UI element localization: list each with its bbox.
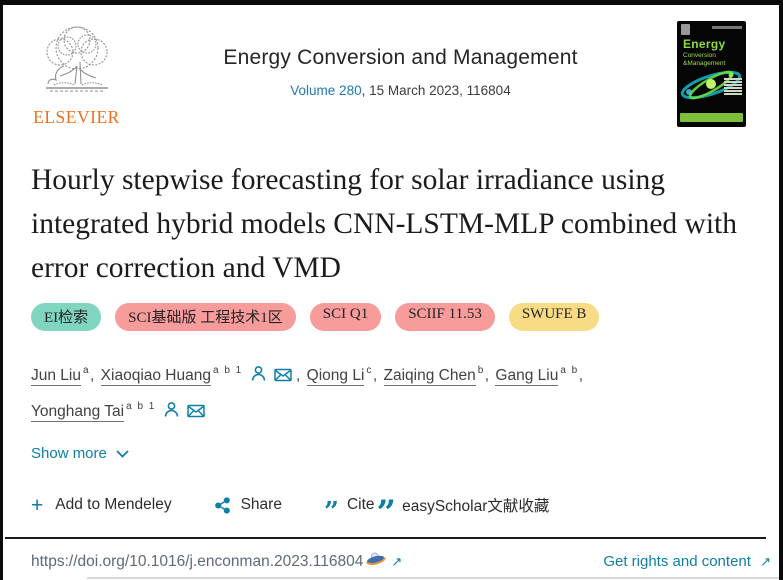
article-main: Hourly stepwise forecasting for solar ir… bbox=[3, 158, 779, 533]
badge-sci-q1: SCI Q1 bbox=[309, 303, 382, 331]
share-icon bbox=[214, 496, 230, 514]
get-rights-link[interactable]: Get rights and content ↗ bbox=[603, 553, 771, 570]
chevron-down-icon bbox=[116, 449, 129, 458]
cite-button[interactable]: ” Cite bbox=[323, 496, 375, 527]
author-list: Jun Liu a, Xiaoqiao Huang a b 1 , Qiong Li… bbox=[31, 356, 671, 428]
cover-artwork bbox=[680, 70, 742, 100]
author-affiliation: b bbox=[477, 365, 485, 376]
section-separator bbox=[87, 577, 779, 579]
journal-meta: Energy Conversion and Management Volume … bbox=[124, 18, 677, 98]
email-author-icon[interactable] bbox=[187, 399, 205, 428]
rights-label: Get rights and content bbox=[603, 553, 751, 570]
corresponding-author-icon[interactable] bbox=[163, 399, 180, 428]
badge-swufe: SWUFE B bbox=[508, 303, 600, 331]
author-affiliation: a b 1 bbox=[212, 365, 243, 376]
volume-link[interactable]: Volume 280 bbox=[290, 83, 362, 98]
issue-line: Volume 280, 15 March 2023, 116804 bbox=[124, 83, 677, 98]
email-author-icon[interactable] bbox=[273, 363, 292, 392]
badge-sci-zone: SCI基础版 工程技术1区 bbox=[115, 303, 296, 331]
elsevier-logo[interactable]: ELSEVIER bbox=[29, 18, 124, 128]
action-toolbar: + Add to Mendeley Share ” Cite ” easySch… bbox=[31, 493, 751, 533]
badge-ei: EI检索 bbox=[31, 303, 102, 331]
cite-label: Cite bbox=[346, 496, 375, 513]
cover-publisher-mark bbox=[681, 24, 690, 35]
doi-row: https://doi.org/10.1016/j.enconman.2023.… bbox=[3, 550, 779, 573]
cover-title-line2: Conversion bbox=[683, 52, 716, 59]
author-link[interactable]: Yonghang Tai bbox=[31, 403, 125, 422]
cover-bottom-band bbox=[680, 113, 743, 122]
elsevier-wordmark: ELSEVIER bbox=[33, 107, 120, 127]
author-yonghang-tai: Yonghang Tai a b 1 bbox=[31, 401, 205, 422]
plus-icon: + bbox=[31, 493, 44, 517]
journal-title-link[interactable]: Energy Conversion and Management bbox=[223, 46, 578, 69]
corresponding-author-icon[interactable] bbox=[250, 363, 267, 392]
share-button[interactable]: Share bbox=[214, 496, 282, 514]
issue-date-text: , 15 March 2023, 116804 bbox=[361, 83, 511, 98]
show-more-label: Show more bbox=[31, 445, 107, 462]
doi-external-link-icon[interactable]: ↗ bbox=[391, 553, 403, 569]
author-zaiqing-chen: Zaiqing Chen b, bbox=[383, 365, 494, 386]
journal-header: ELSEVIER Energy Conversion and Managemen… bbox=[3, 5, 779, 128]
author-xiaoqiao-huang: Xiaoqiao Huang a b 1 , bbox=[100, 365, 307, 386]
author-link[interactable]: Xiaoqiao Huang bbox=[100, 367, 211, 386]
author-link[interactable]: Zaiqing Chen bbox=[383, 367, 476, 386]
share-label: Share bbox=[240, 496, 282, 513]
add-to-mendeley-button[interactable]: + Add to Mendeley bbox=[31, 495, 172, 516]
author-affiliation: c bbox=[366, 365, 373, 376]
author-link[interactable]: Jun Liu bbox=[31, 367, 81, 386]
author-affiliation: a b bbox=[560, 365, 579, 376]
author-qiong-li: Qiong Li c, bbox=[306, 365, 382, 386]
cover-title-line3: &Management bbox=[683, 60, 726, 68]
cover-title-line1: Energy bbox=[683, 37, 726, 51]
elsevier-tree-icon bbox=[45, 26, 108, 92]
author-link[interactable]: Gang Liu bbox=[495, 367, 559, 386]
doi-link[interactable]: https://doi.org/10.1016/j.enconman.2023.… bbox=[31, 552, 364, 570]
author-jun-liu: Jun Liu a, bbox=[31, 365, 99, 386]
author-link[interactable]: Qiong Li bbox=[306, 367, 365, 386]
article-title: Hourly stepwise forecasting for solar ir… bbox=[31, 164, 737, 284]
mendeley-label: Add to Mendeley bbox=[55, 496, 172, 513]
badge-sciif: SCIIF 11.53 bbox=[395, 303, 495, 331]
footer-divider bbox=[5, 537, 766, 539]
author-affiliation: a bbox=[82, 365, 91, 376]
easyscholar-save-button[interactable]: ” easyScholar文献收藏 bbox=[376, 493, 550, 533]
author-gang-liu: Gang Liu a b, bbox=[495, 365, 584, 386]
author-affiliation: a b 1 bbox=[126, 401, 156, 412]
show-more-button[interactable]: Show more bbox=[31, 445, 129, 462]
ranking-badges: EI检索 SCI基础版 工程技术1区 SCI Q1 SCIIF 11.53 SW… bbox=[31, 303, 751, 331]
rights-external-arrow-icon: ↗ bbox=[760, 554, 771, 569]
journal-cover-thumbnail[interactable]: Energy Conversion &Management bbox=[677, 21, 746, 127]
easyscholar-label: easyScholar文献收藏 bbox=[402, 498, 550, 515]
sci-hub-saucer-icon[interactable] bbox=[364, 550, 387, 567]
